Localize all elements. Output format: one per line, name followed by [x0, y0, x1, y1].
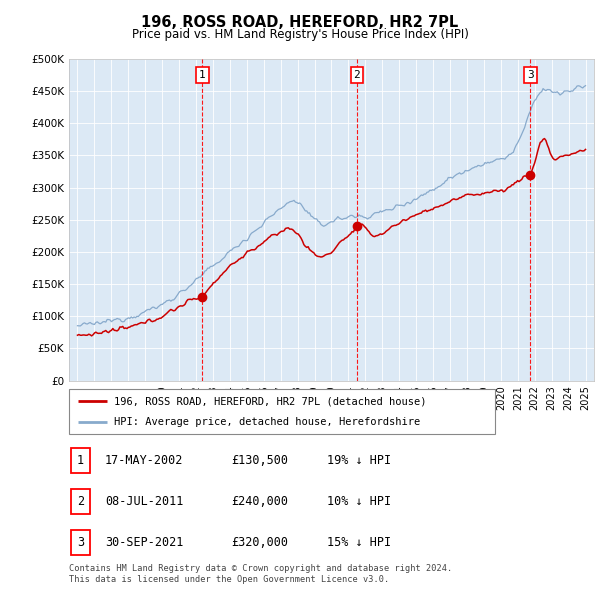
Text: 1: 1 — [199, 70, 206, 80]
FancyBboxPatch shape — [71, 530, 90, 555]
Text: £240,000: £240,000 — [231, 495, 288, 508]
Text: 19% ↓ HPI: 19% ↓ HPI — [327, 454, 391, 467]
FancyBboxPatch shape — [71, 448, 90, 473]
Text: 3: 3 — [77, 536, 84, 549]
Text: 15% ↓ HPI: 15% ↓ HPI — [327, 536, 391, 549]
Text: Contains HM Land Registry data © Crown copyright and database right 2024.: Contains HM Land Registry data © Crown c… — [69, 565, 452, 573]
Text: HPI: Average price, detached house, Herefordshire: HPI: Average price, detached house, Here… — [114, 417, 420, 427]
Text: 196, ROSS ROAD, HEREFORD, HR2 7PL: 196, ROSS ROAD, HEREFORD, HR2 7PL — [142, 15, 458, 30]
Text: 08-JUL-2011: 08-JUL-2011 — [105, 495, 184, 508]
Text: 2: 2 — [353, 70, 360, 80]
Text: 3: 3 — [527, 70, 534, 80]
Text: 2: 2 — [77, 495, 84, 508]
Text: 30-SEP-2021: 30-SEP-2021 — [105, 536, 184, 549]
Text: 196, ROSS ROAD, HEREFORD, HR2 7PL (detached house): 196, ROSS ROAD, HEREFORD, HR2 7PL (detac… — [114, 396, 426, 407]
FancyBboxPatch shape — [71, 489, 90, 514]
Text: £320,000: £320,000 — [231, 536, 288, 549]
FancyBboxPatch shape — [69, 389, 495, 434]
Text: 10% ↓ HPI: 10% ↓ HPI — [327, 495, 391, 508]
Text: This data is licensed under the Open Government Licence v3.0.: This data is licensed under the Open Gov… — [69, 575, 389, 584]
Text: £130,500: £130,500 — [231, 454, 288, 467]
Text: Price paid vs. HM Land Registry's House Price Index (HPI): Price paid vs. HM Land Registry's House … — [131, 28, 469, 41]
Text: 17-MAY-2002: 17-MAY-2002 — [105, 454, 184, 467]
Text: 1: 1 — [77, 454, 84, 467]
